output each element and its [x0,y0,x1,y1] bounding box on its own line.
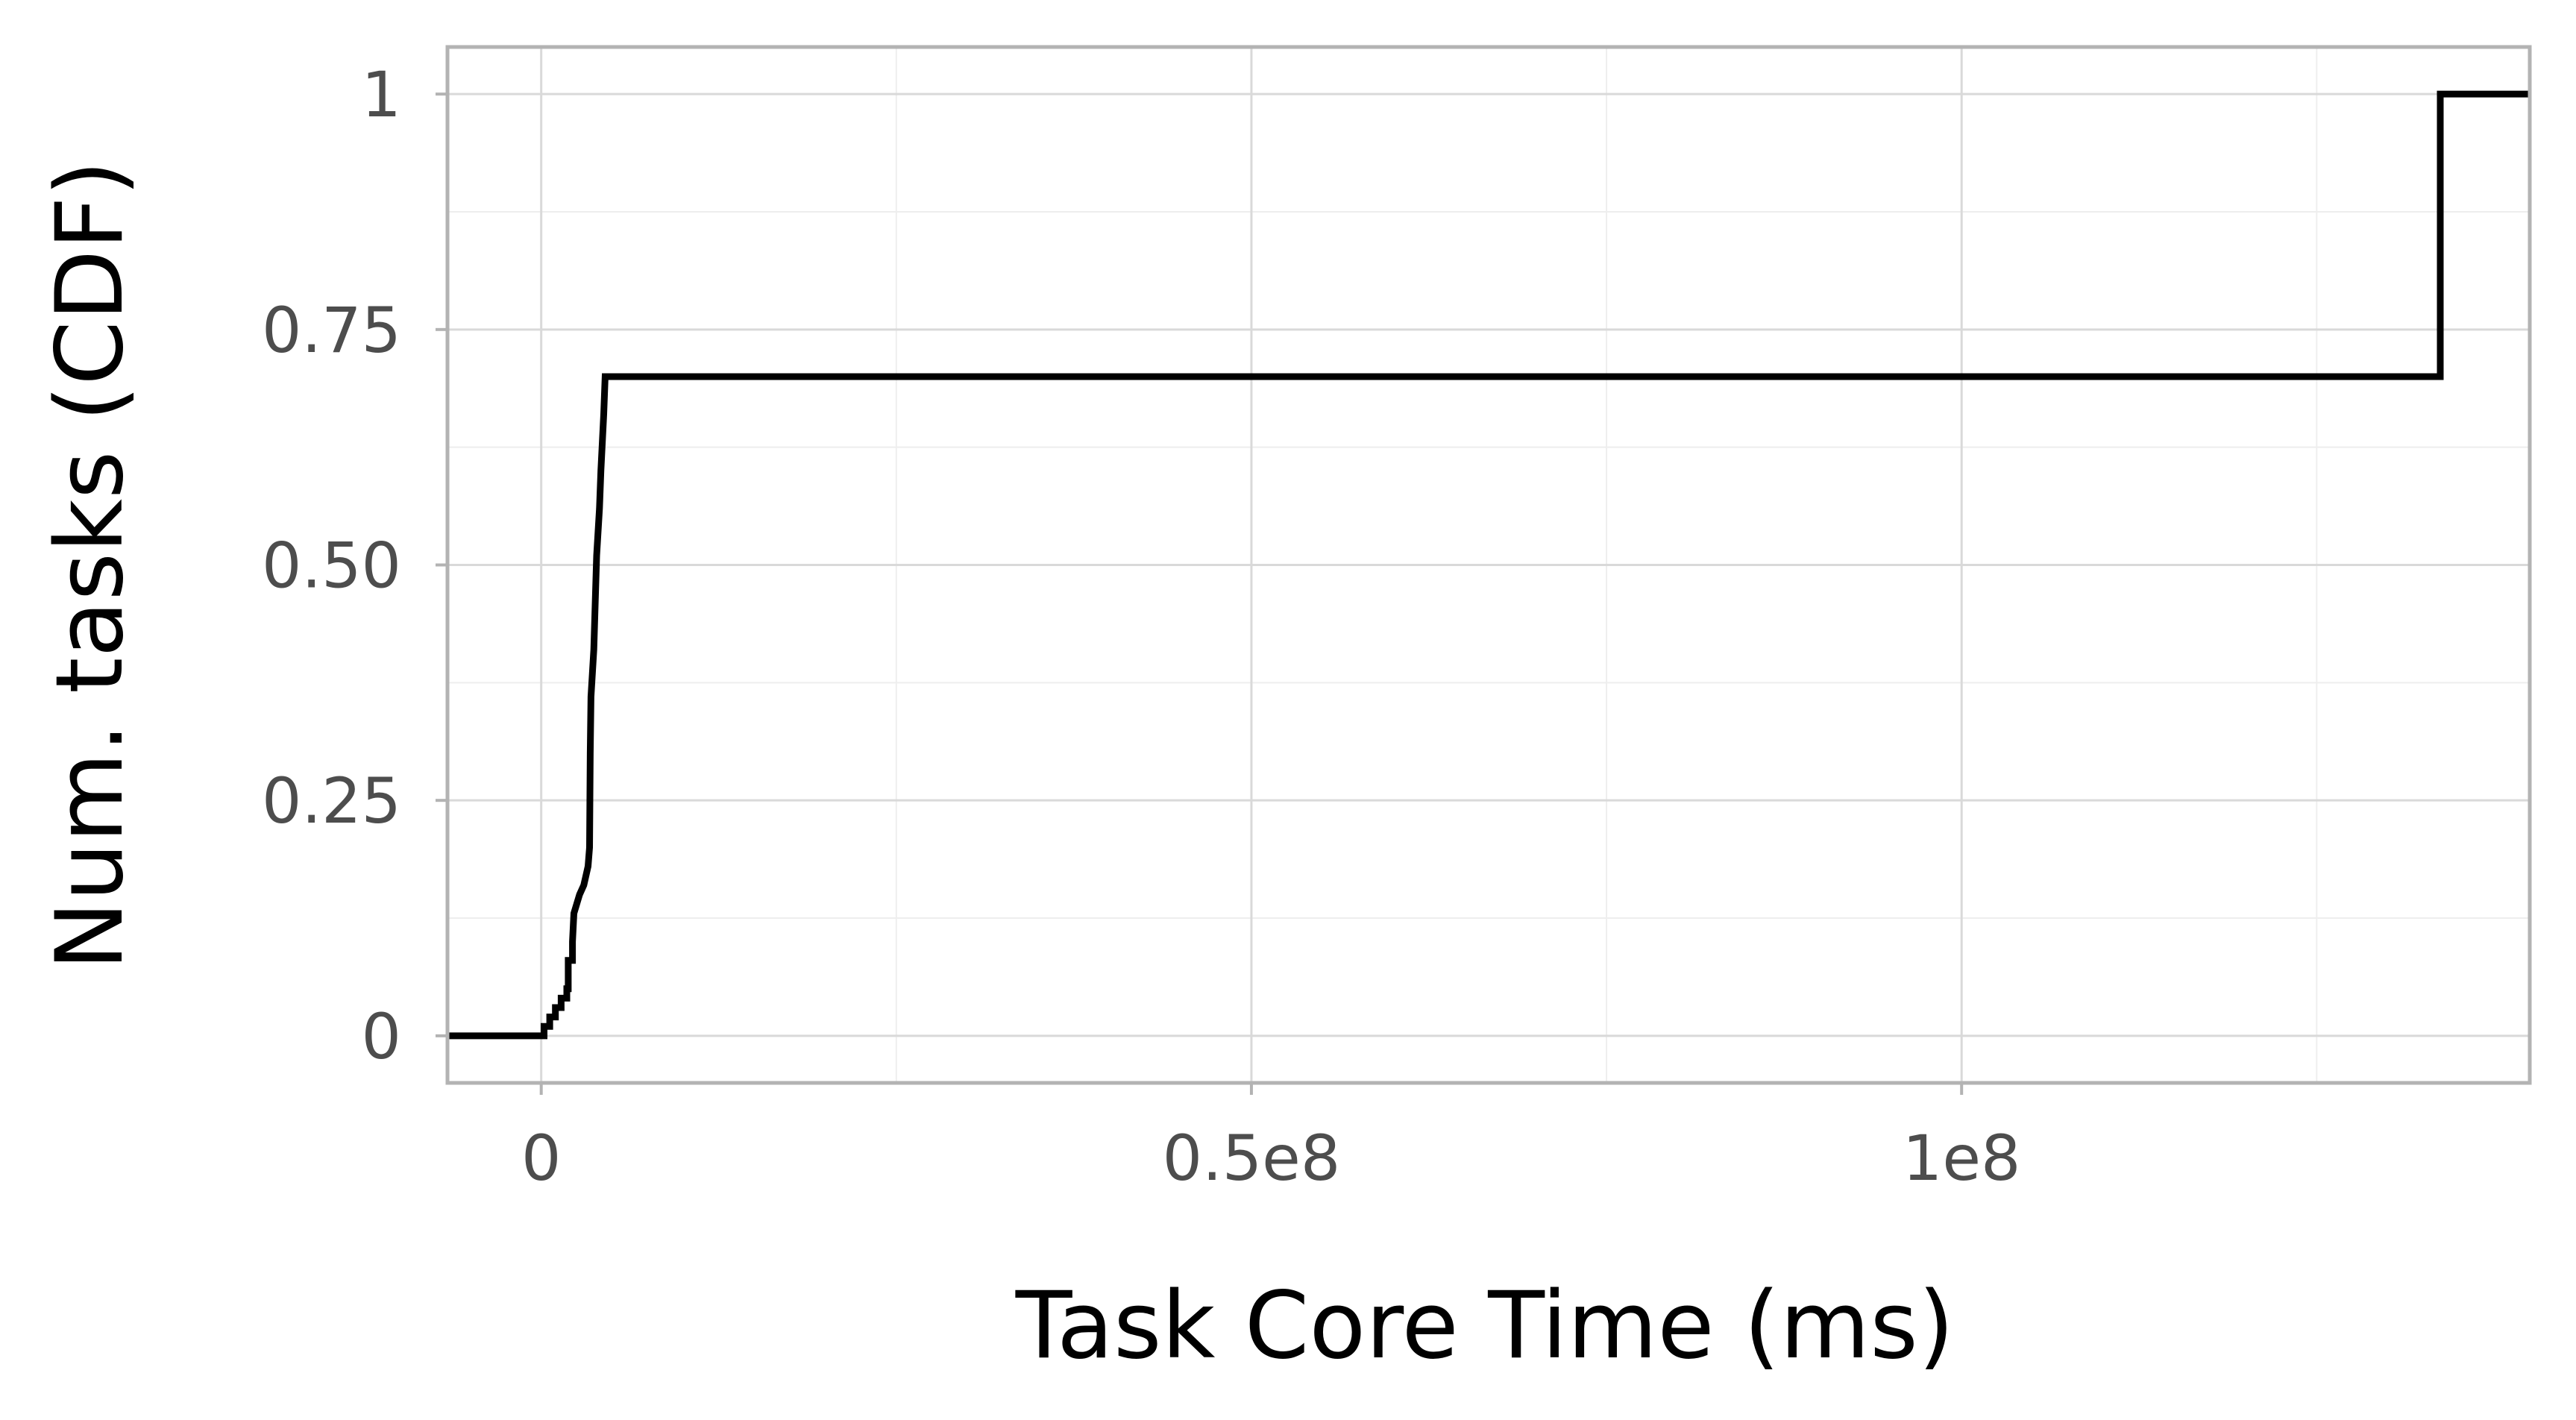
x-axis-ticks: 0 0.5e8 1e8 [521,1083,2021,1195]
y-tick-label: 0 [362,1000,401,1073]
major-gridlines [447,47,2530,1083]
series-layer [447,90,2530,1040]
y-tick-label: 0.25 [262,764,401,838]
y-tick-label: 0.75 [262,294,401,367]
x-tick-label: 0.5e8 [1163,1122,1341,1195]
x-axis-title: Task Core Time (ms) [1015,1272,1954,1380]
x-tick-label: 1e8 [1903,1122,2021,1195]
x-tick-label: 0 [521,1122,561,1195]
cdf-series-line [447,90,2530,1040]
y-tick-label: 1 [362,58,401,131]
y-axis-title: Num. tasks (CDF) [37,160,144,970]
y-tick-label: 0.50 [262,530,401,603]
y-axis-ticks: 0 0.25 0.50 0.75 1 [262,58,447,1073]
